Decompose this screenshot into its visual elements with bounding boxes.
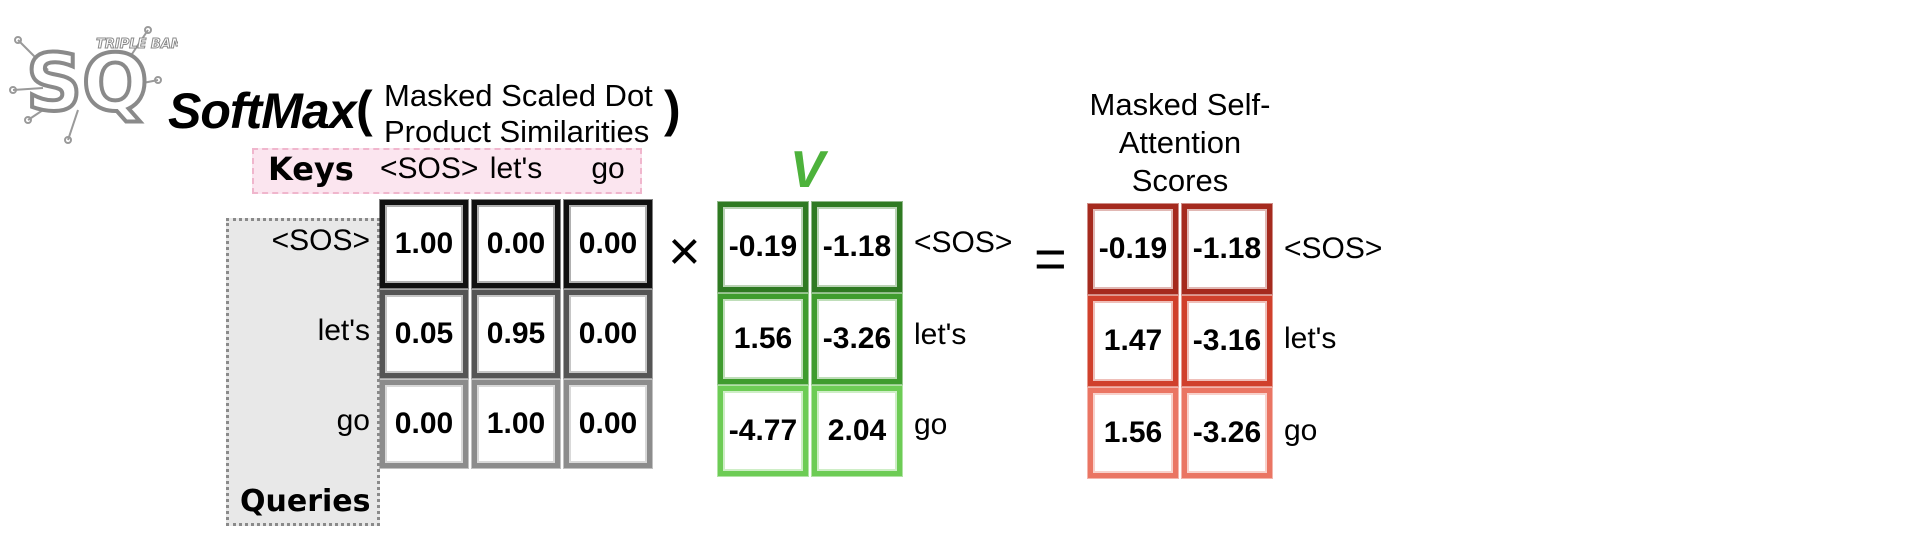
v-cell: 2.04 — [812, 386, 902, 476]
output-cell: -1.18 — [1182, 204, 1272, 294]
output-title-line2: Attention — [1118, 125, 1242, 160]
softmax-cell: 0.00 — [564, 200, 652, 288]
open-paren: ( — [356, 81, 373, 137]
softmax-argument-line1: Masked Scaled Dot — [384, 78, 653, 113]
equals-operator: = — [1034, 227, 1067, 290]
key-token-sos: <SOS> — [380, 152, 479, 185]
queries-label: Queries — [240, 484, 371, 519]
svg-text:SQ: SQ — [26, 39, 148, 129]
softmax-cell: 0.05 — [380, 290, 468, 378]
output-cell: -3.16 — [1182, 296, 1272, 386]
key-token-go: go — [591, 152, 625, 185]
softmax-function-label: SoftMax — [168, 83, 356, 139]
softmax-cell: 0.00 — [564, 290, 652, 378]
v-cell: -1.18 — [812, 202, 902, 292]
v-matrix-label: V — [790, 141, 825, 199]
softmax-cell: 1.00 — [472, 380, 560, 468]
output-title-line1: Masked Self- — [1089, 87, 1271, 122]
softmax-cell: 0.95 — [472, 290, 560, 378]
output-row-label-sos: <SOS> — [1284, 232, 1383, 265]
output-cell: 1.47 — [1088, 296, 1178, 386]
v-cell: -3.26 — [812, 294, 902, 384]
output-row-label-lets: let's — [1284, 322, 1337, 355]
keys-header-box — [252, 148, 642, 194]
softmax-cell: 0.00 — [564, 380, 652, 468]
output-row-label-go: go — [1284, 414, 1318, 447]
output-cell: -0.19 — [1088, 204, 1178, 294]
v-row-label-lets: let's — [914, 318, 967, 351]
keys-label: Keys — [268, 150, 354, 188]
queries-box — [226, 218, 380, 526]
output-title: Masked Self- Attention Scores — [1080, 86, 1280, 200]
output-cell: 1.56 — [1088, 388, 1178, 478]
v-cell: 1.56 — [718, 294, 808, 384]
v-row-label-go: go — [914, 408, 948, 441]
output-cell: -3.26 — [1182, 388, 1272, 478]
svg-text:TRIPLE BAM!!: TRIPLE BAM!! — [96, 37, 178, 52]
statquest-logo: SQ TRIPLE BAM!! — [9, 26, 178, 144]
close-paren: ) — [664, 81, 681, 137]
multiply-operator: × — [668, 219, 701, 282]
output-title-line3: Scores — [1131, 163, 1229, 198]
query-token-sos: <SOS> — [271, 224, 370, 257]
v-cell: -0.19 — [718, 202, 808, 292]
softmax-cell: 0.00 — [472, 200, 560, 288]
v-cell: -4.77 — [718, 386, 808, 476]
query-token-lets: let's — [317, 314, 370, 347]
query-token-go: go — [336, 404, 370, 437]
softmax-cell: 0.00 — [380, 380, 468, 468]
softmax-argument-line2: Product Similarities — [384, 114, 650, 149]
v-row-label-sos: <SOS> — [914, 226, 1013, 259]
softmax-cell: 1.00 — [380, 200, 468, 288]
key-token-lets: let's — [489, 152, 543, 185]
